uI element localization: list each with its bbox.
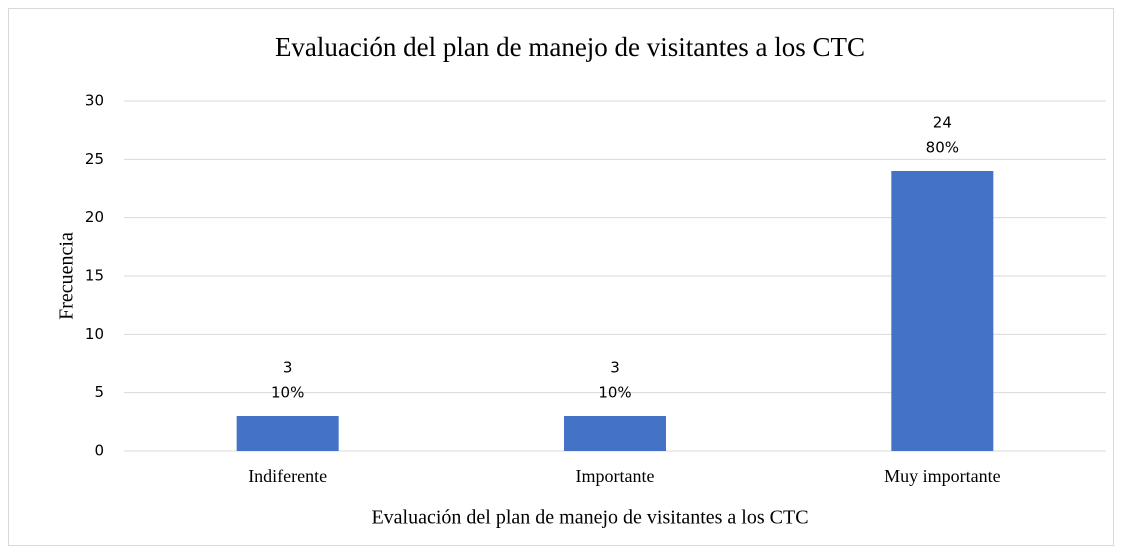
bar bbox=[564, 416, 666, 451]
data-label: 3 bbox=[283, 359, 293, 377]
percent-label: 10% bbox=[598, 384, 631, 402]
y-tick-label: 25 bbox=[85, 150, 104, 168]
y-axis-label: Frecuencia bbox=[56, 232, 78, 320]
y-tick-label: 20 bbox=[85, 208, 104, 226]
percent-label: 10% bbox=[271, 384, 304, 402]
y-tick-label: 0 bbox=[94, 442, 104, 460]
x-tick-label: Importante bbox=[576, 466, 655, 486]
y-tick-label: 15 bbox=[85, 267, 104, 285]
chart-title: Evaluación del plan de manejo de visitan… bbox=[275, 32, 865, 62]
data-label: 24 bbox=[933, 114, 952, 132]
percent-label: 80% bbox=[926, 139, 959, 157]
y-tick-label: 5 bbox=[94, 383, 104, 401]
y-tick-label: 10 bbox=[85, 325, 104, 343]
y-tick-label: 30 bbox=[85, 92, 104, 110]
bar bbox=[236, 416, 339, 451]
x-tick-label: Indiferente bbox=[248, 466, 327, 486]
x-axis-label: Evaluación del plan de manejo de visitan… bbox=[371, 507, 808, 529]
data-label: 3 bbox=[610, 359, 620, 377]
x-tick-label: Muy importante bbox=[884, 466, 1000, 486]
bar bbox=[891, 171, 994, 451]
